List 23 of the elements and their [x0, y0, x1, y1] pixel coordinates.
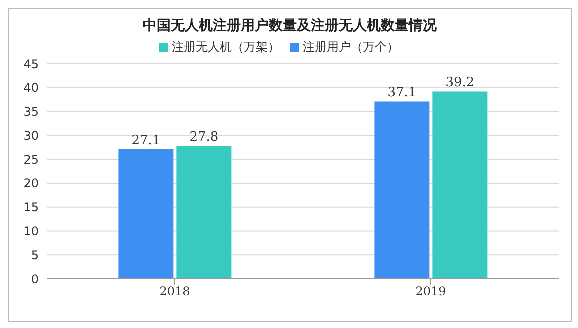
bar	[176, 146, 232, 279]
y-tick-label: 35	[24, 105, 39, 120]
y-tick-label: 45	[24, 57, 39, 72]
bar	[432, 92, 488, 279]
data-label: 27.1	[132, 134, 161, 149]
data-label: 37.1	[388, 86, 417, 101]
y-tick-label: 25	[24, 152, 39, 167]
x-tick-label: 2018	[160, 284, 190, 299]
y-tick-label: 0	[31, 272, 39, 286]
y-tick-label: 10	[24, 224, 39, 238]
data-label: 39.2	[446, 76, 475, 91]
y-tick-label: 5	[31, 248, 39, 262]
chart-title: 中国无人机注册用户数量及注册无人机数量情况	[142, 17, 438, 35]
data-label: 27.8	[190, 130, 219, 146]
x-tick-label: 2019	[416, 284, 446, 299]
bar	[118, 150, 174, 279]
legend-label: 注册无人机（万架）	[172, 40, 280, 54]
y-tick-label: 40	[24, 81, 39, 96]
bar	[374, 102, 430, 279]
y-tick-label: 20	[24, 176, 39, 191]
y-tick-label: 15	[24, 200, 39, 215]
legend-label: 注册用户（万个）	[303, 40, 399, 54]
y-tick-label: 30	[24, 128, 39, 143]
